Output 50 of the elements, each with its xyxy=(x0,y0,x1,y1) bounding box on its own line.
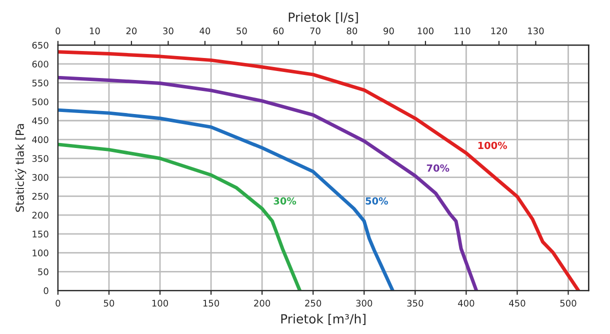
y-axis-title: Statický tlak [Pa xyxy=(14,124,26,212)
y-tick-label: 200 xyxy=(32,212,48,219)
x2-tick-label: 50 xyxy=(236,27,247,34)
series-label: 100% xyxy=(478,142,508,150)
y-tick-label: 400 xyxy=(32,136,48,144)
y-tick-label: 550 xyxy=(32,80,48,86)
x2-tick-label: 30 xyxy=(163,27,174,34)
x2-tick-label: 90 xyxy=(384,27,394,34)
x2-tick-label: 80 xyxy=(346,27,358,34)
y-tick-label: 100 xyxy=(32,250,48,256)
y-tick-label: 350 xyxy=(32,155,48,162)
x2-tick-label: 40 xyxy=(200,27,210,34)
x-tick-label: 100 xyxy=(152,300,168,307)
line-series xyxy=(58,50,580,291)
x2-tick-label: 20 xyxy=(126,27,137,34)
y-tick-label: 0 xyxy=(44,287,48,294)
series-label: 30% xyxy=(274,197,296,205)
series-label: 50% xyxy=(366,197,388,205)
y-tick-label: 50 xyxy=(38,268,48,276)
x2-tick-label: 130 xyxy=(528,27,544,34)
y-tick-label: 650 xyxy=(32,42,48,49)
x-tick-label: 400 xyxy=(458,300,474,307)
line-series xyxy=(58,142,302,291)
x-tick-label: 300 xyxy=(356,300,372,307)
y-tick-label: 600 xyxy=(32,60,48,68)
y-tick-label: 500 xyxy=(32,98,48,106)
series-label: 70% xyxy=(426,164,450,172)
x2-tick-label: 120 xyxy=(491,27,507,34)
x-tick-label: 50 xyxy=(104,300,114,307)
x2-tick-label: 70 xyxy=(310,27,320,34)
x2-tick-label: 110 xyxy=(454,27,470,34)
y-tick-label: 250 xyxy=(32,192,48,200)
x2-axis-title: Prietok [l/s] xyxy=(288,12,358,24)
x-tick-label: 200 xyxy=(254,300,270,307)
x2-tick-label: 0 xyxy=(56,27,60,34)
x-tick-label: 350 xyxy=(407,300,424,307)
x-tick-label: 450 xyxy=(509,300,526,307)
x-tick-label: 0 xyxy=(56,300,60,307)
y-tick-label: 150 xyxy=(32,230,48,238)
x2-tick-label: 10 xyxy=(90,27,100,34)
y-tick-label: 300 xyxy=(32,174,48,181)
line-series xyxy=(58,108,394,291)
x-tick-label: 250 xyxy=(305,300,322,307)
x-tick-label: 150 xyxy=(203,300,220,307)
x-tick-label: 500 xyxy=(560,300,576,307)
line-series xyxy=(58,76,478,291)
x2-tick-label: 100 xyxy=(418,27,434,34)
y-tick-label: 450 xyxy=(32,117,48,124)
x2-tick-label: 60 xyxy=(273,27,284,34)
x-axis-title: Prietok [m³/h] xyxy=(281,314,366,326)
